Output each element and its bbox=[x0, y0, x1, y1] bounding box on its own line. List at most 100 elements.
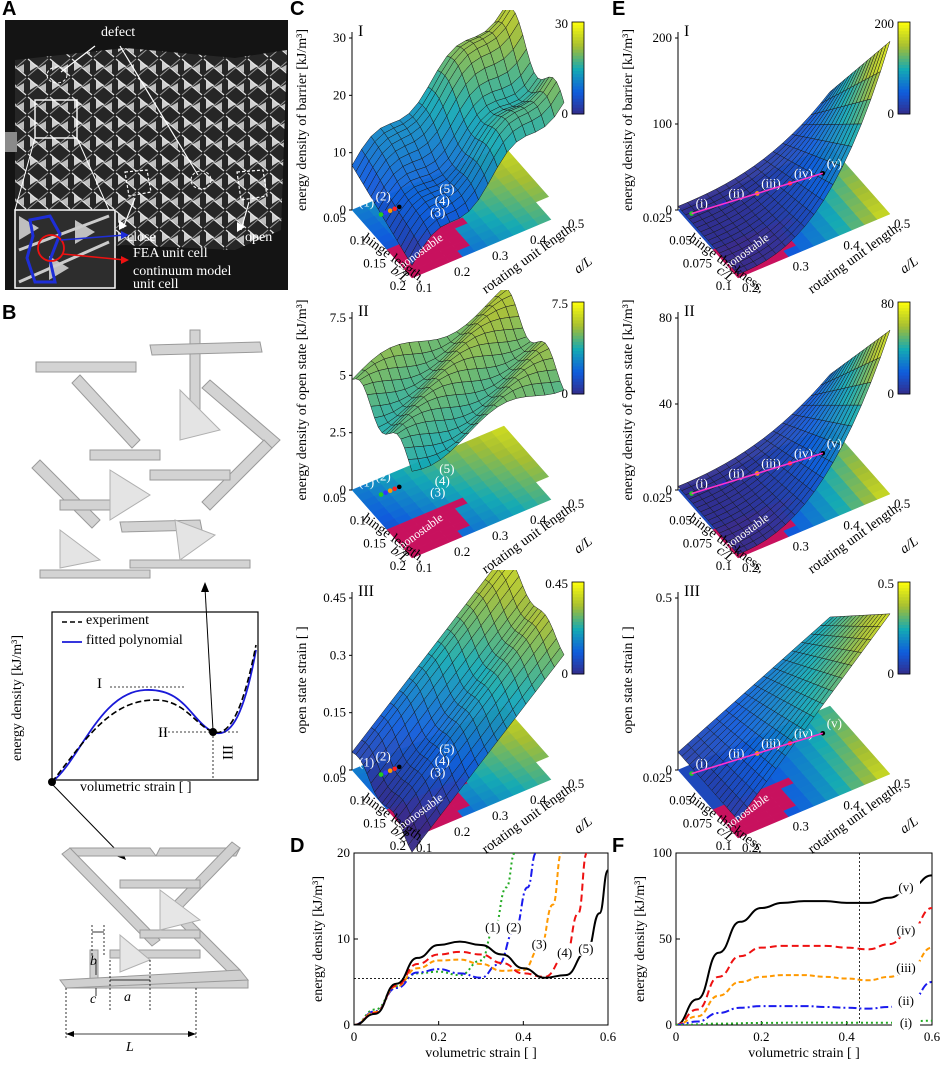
colorbar-segment bbox=[898, 582, 910, 586]
colorbar-segment bbox=[572, 609, 584, 614]
photo-illustration bbox=[5, 20, 288, 290]
label-bg bbox=[575, 941, 596, 956]
colorbar-segment bbox=[898, 351, 910, 355]
panel-letter-a: A bbox=[2, 0, 17, 20]
z-tick-label: 0 bbox=[666, 202, 673, 217]
y-axis-label: energy density [kJ/m³] bbox=[311, 876, 326, 1002]
x-tick-label: 0.1 bbox=[350, 513, 366, 528]
x-tick-label: 0.05 bbox=[323, 770, 346, 785]
colorbar-segment bbox=[572, 360, 584, 364]
colorbar-segment bbox=[898, 320, 910, 324]
colorbar-segment bbox=[572, 384, 584, 389]
label-bg bbox=[554, 946, 575, 961]
z-tick-label: 0 bbox=[666, 762, 673, 777]
series-line bbox=[354, 853, 516, 1025]
colorbar-segment bbox=[898, 308, 910, 312]
x-tick-label: 0.05 bbox=[669, 233, 692, 248]
colorbar-segment bbox=[898, 28, 910, 32]
y-tick-label: 0.3 bbox=[793, 819, 809, 834]
series-label: (iii) bbox=[896, 960, 916, 975]
colorbar-segment bbox=[898, 92, 910, 97]
z-axis-label: energy density of barrier [kJ/m³] bbox=[295, 29, 310, 211]
colorbar-segment bbox=[898, 314, 910, 318]
series-label: (4) bbox=[557, 945, 572, 960]
x-tick-label: 0.025 bbox=[643, 210, 672, 225]
colorbar-segment bbox=[572, 95, 584, 100]
series-label: (5) bbox=[578, 941, 593, 956]
colorbar-min: 0 bbox=[888, 666, 895, 681]
y-tick-label: 0.1 bbox=[416, 840, 432, 855]
design-point bbox=[396, 484, 402, 490]
floor-cell bbox=[545, 488, 565, 500]
subplot-roman: II bbox=[358, 303, 369, 320]
colorbar-segment bbox=[572, 37, 584, 41]
subplot-roman: II bbox=[684, 303, 695, 320]
y-axis-label-var: a/L bbox=[572, 534, 596, 557]
colorbar-segment bbox=[572, 594, 584, 598]
legend-fitted: fitted polynomial bbox=[86, 633, 183, 648]
colorbar-segment bbox=[898, 335, 910, 340]
panel-letter-b: B bbox=[2, 302, 17, 324]
colorbar-segment bbox=[898, 332, 910, 337]
x-tick-label: 0 bbox=[673, 1029, 680, 1044]
colorbar-segment bbox=[898, 609, 910, 614]
design-line bbox=[691, 452, 824, 495]
z-tick-label: 0 bbox=[666, 482, 673, 497]
colorbar-segment bbox=[898, 311, 910, 315]
colorbar-segment bbox=[572, 600, 584, 604]
chart-f: 0 0.2 0.4 0.6 0 50 100 volumetric strain [ ] ene… bbox=[633, 845, 941, 1061]
x-tick-label: 0.6 bbox=[924, 1029, 941, 1044]
colorbar-segment bbox=[898, 61, 910, 66]
colorbar-segment bbox=[572, 637, 584, 641]
colorbar-segment bbox=[898, 363, 910, 367]
y-tick-label: 0.3 bbox=[793, 539, 809, 554]
y-tick-label: 0.3 bbox=[793, 259, 809, 274]
x-tick-label: 0.025 bbox=[643, 490, 672, 505]
colorbar-segment bbox=[898, 338, 910, 343]
colorbar-segment bbox=[898, 643, 910, 647]
colorbar-segment bbox=[898, 661, 910, 666]
colorbar-segment bbox=[898, 624, 910, 629]
design-point bbox=[383, 770, 388, 775]
colorbar-segment bbox=[572, 89, 584, 94]
colorbar-segment bbox=[898, 52, 910, 57]
colorbar-segment bbox=[572, 74, 584, 78]
x-tick-label: 0.2 bbox=[390, 838, 406, 853]
colorbar-segment bbox=[572, 323, 584, 328]
colorbar-segment bbox=[898, 618, 910, 623]
colorbar-segment bbox=[572, 357, 584, 361]
dim-c: c bbox=[90, 992, 97, 1007]
surface-c-III: 0 0.15 0.3 0.45 0.05 0.1 0.15 0.2 0.1 0.2 0.3 0.4 0.… bbox=[295, 570, 596, 857]
z-axis-label: open state strain [ ] bbox=[295, 626, 310, 733]
point-label: (i) bbox=[696, 476, 708, 491]
colorbar-segment bbox=[898, 670, 910, 675]
colorbar-segment bbox=[898, 34, 910, 38]
x-tick-label: 0.05 bbox=[323, 490, 346, 505]
x-tick-label: 0.05 bbox=[323, 210, 346, 225]
z-tick-label: 100 bbox=[653, 116, 673, 131]
x-tick-label: 0.05 bbox=[669, 793, 692, 808]
colorbar-segment bbox=[572, 25, 584, 29]
colorbar-segment bbox=[572, 348, 584, 352]
surface-cell bbox=[493, 290, 508, 297]
colorbar-segment bbox=[898, 86, 910, 90]
colorbar-segment bbox=[898, 348, 910, 352]
colorbar-segment bbox=[898, 615, 910, 620]
label-bg bbox=[892, 880, 920, 895]
colorbar-max: 7.5 bbox=[552, 296, 568, 311]
colorbar-segment bbox=[898, 612, 910, 617]
panel-letter-c: C bbox=[290, 0, 305, 20]
point-label: (v) bbox=[827, 435, 842, 450]
panel-b-ylabel: energy density [kJ/m³] bbox=[10, 634, 26, 762]
z-tick-label: 0 bbox=[340, 762, 347, 777]
colorbar-segment bbox=[572, 58, 584, 63]
point-label: (v) bbox=[827, 155, 842, 170]
colorbar-segment bbox=[572, 101, 584, 106]
series-line bbox=[676, 874, 932, 1025]
point-label: (4) bbox=[435, 473, 450, 488]
colorbar-segment bbox=[898, 360, 910, 364]
colorbar-max: 200 bbox=[875, 16, 895, 31]
x-tick-label: 0.4 bbox=[839, 1029, 856, 1044]
colorbar-segment bbox=[572, 40, 584, 44]
colorbar-segment bbox=[572, 354, 584, 358]
